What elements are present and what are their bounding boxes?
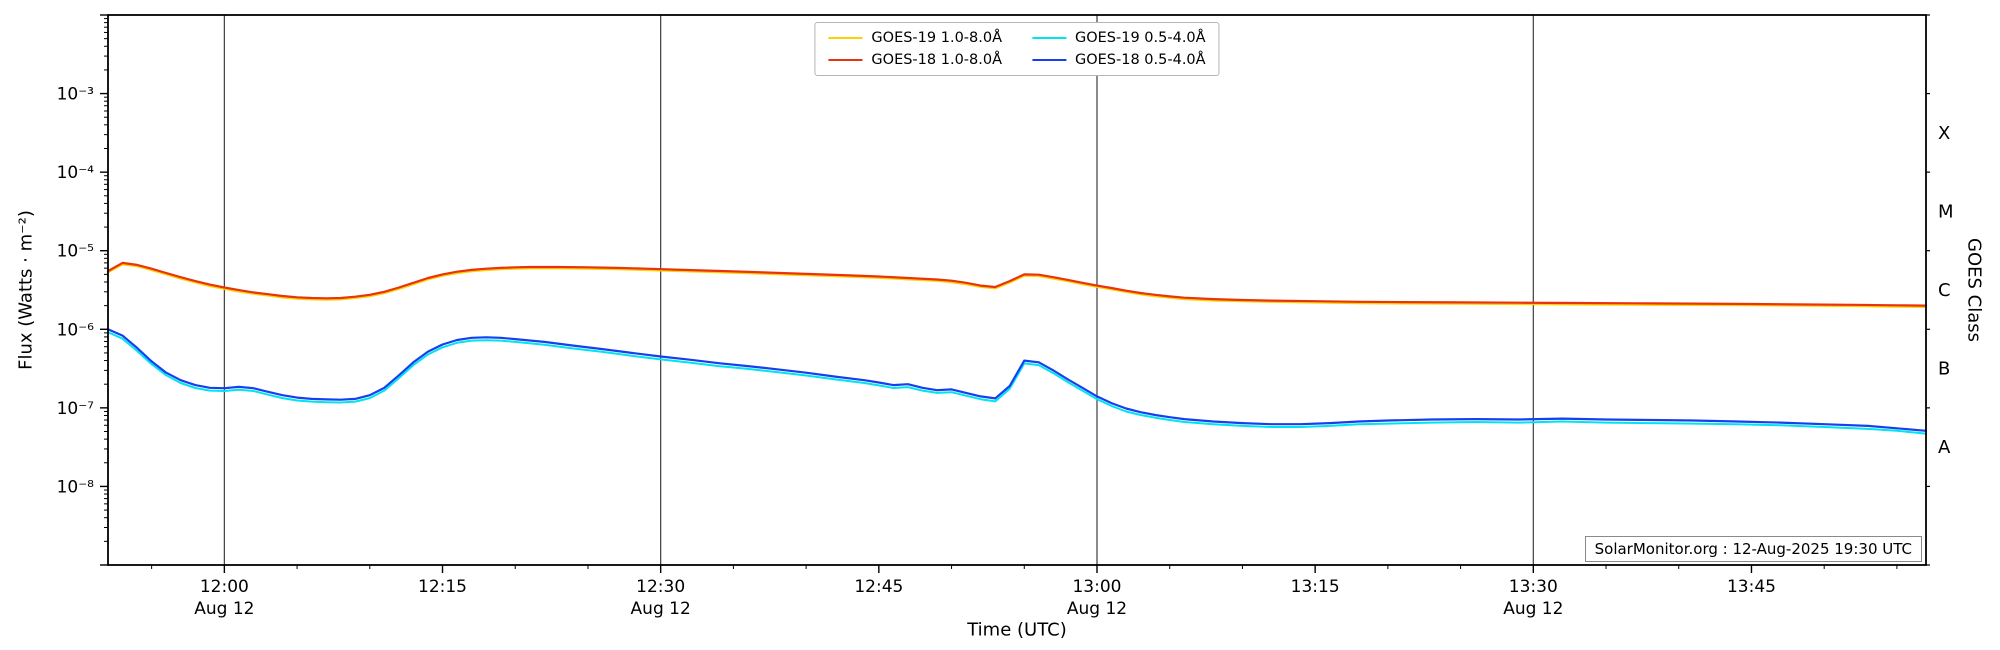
goes-class-label: C bbox=[1938, 280, 1951, 301]
legend-item: GOES-19 1.0-8.0Å bbox=[828, 30, 1002, 46]
legend-label: GOES-18 0.5-4.0Å bbox=[1075, 52, 1206, 68]
y-tick-label: 10⁻⁶ bbox=[57, 320, 95, 340]
y-tick-label: 10⁻⁴ bbox=[57, 163, 95, 183]
y-tick-label: 10⁻⁸ bbox=[57, 477, 95, 497]
series-line bbox=[106, 328, 1928, 432]
x-tick-sublabel: Aug 12 bbox=[631, 599, 691, 619]
x-tick-label: 13:15 bbox=[1291, 577, 1340, 597]
goes-class-label: B bbox=[1938, 359, 1950, 380]
plot-frame bbox=[107, 14, 1927, 566]
x-tick-sublabel: Aug 12 bbox=[1503, 599, 1563, 619]
legend-item: GOES-19 0.5-4.0Å bbox=[1032, 30, 1206, 46]
y-tick-label: 10⁻³ bbox=[57, 85, 94, 105]
legend-swatch bbox=[828, 58, 863, 62]
legend: GOES-19 1.0-8.0Å GOES-18 1.0-8.0Å GOES-19 … bbox=[814, 22, 1220, 76]
y-axis-label-left: Flux (Watts · m⁻²) bbox=[15, 210, 37, 370]
watermark-annotation: SolarMonitor.org : 12-Aug-2025 19:30 UTC bbox=[1584, 536, 1922, 562]
series-line bbox=[106, 261, 1928, 307]
x-tick-label: 13:00 bbox=[1072, 577, 1121, 597]
x-tick-sublabel: Aug 12 bbox=[1067, 599, 1127, 619]
x-tick-label: 12:30 bbox=[636, 577, 685, 597]
legend-swatch bbox=[1032, 36, 1066, 40]
y-tick-label: 10⁻⁷ bbox=[57, 399, 95, 419]
x-tick-label: 12:45 bbox=[854, 577, 903, 597]
legend-label: GOES-18 1.0-8.0Å bbox=[871, 52, 1002, 68]
goes-class-label: X bbox=[1938, 123, 1950, 144]
legend-item: GOES-18 0.5-4.0Å bbox=[1032, 52, 1206, 68]
x-tick-sublabel: Aug 12 bbox=[194, 599, 254, 619]
x-tick-label: 13:30 bbox=[1509, 577, 1558, 597]
y-axis-label-right: GOES Class bbox=[1963, 238, 1985, 342]
x-tick-label: 12:15 bbox=[418, 577, 467, 597]
y-tick-label: 10⁻⁵ bbox=[57, 242, 94, 262]
goes-class-label: M bbox=[1938, 201, 1954, 222]
series-line bbox=[107, 331, 1927, 435]
legend-swatch bbox=[1032, 58, 1066, 62]
legend-item: GOES-18 1.0-8.0Å bbox=[828, 52, 1002, 68]
x-tick-label: 13:45 bbox=[1727, 577, 1776, 597]
legend-label: GOES-19 1.0-8.0Å bbox=[871, 30, 1002, 46]
x-axis-label: Time (UTC) bbox=[967, 619, 1067, 641]
goes-class-label: A bbox=[1938, 437, 1951, 458]
series-line bbox=[107, 263, 1927, 308]
legend-swatch bbox=[828, 36, 863, 40]
x-tick-label: 12:00 bbox=[200, 577, 249, 597]
legend-label: GOES-19 0.5-4.0Å bbox=[1075, 30, 1206, 46]
